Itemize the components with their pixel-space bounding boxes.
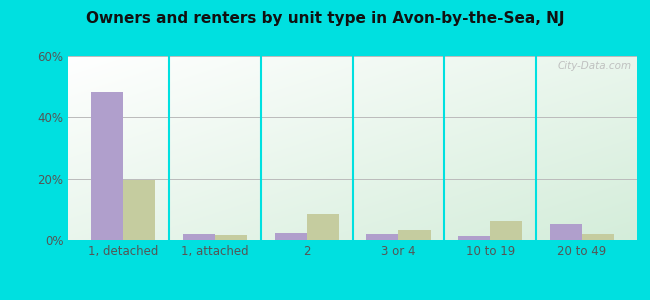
Text: City-Data.com: City-Data.com: [557, 61, 631, 71]
Bar: [183, 234, 215, 240]
Bar: [91, 92, 124, 240]
Text: Owners and renters by unit type in Avon-by-the-Sea, NJ: Owners and renters by unit type in Avon-…: [86, 11, 564, 26]
Bar: [458, 236, 490, 240]
Bar: [307, 214, 339, 240]
Bar: [215, 236, 247, 240]
Bar: [275, 233, 307, 240]
Legend: Owner occupied units, Renter occupied units: Owner occupied units, Renter occupied un…: [185, 298, 521, 300]
Bar: [398, 230, 430, 240]
Bar: [124, 180, 155, 240]
Bar: [367, 234, 398, 240]
Bar: [550, 224, 582, 240]
Bar: [582, 234, 614, 240]
Bar: [490, 221, 523, 240]
